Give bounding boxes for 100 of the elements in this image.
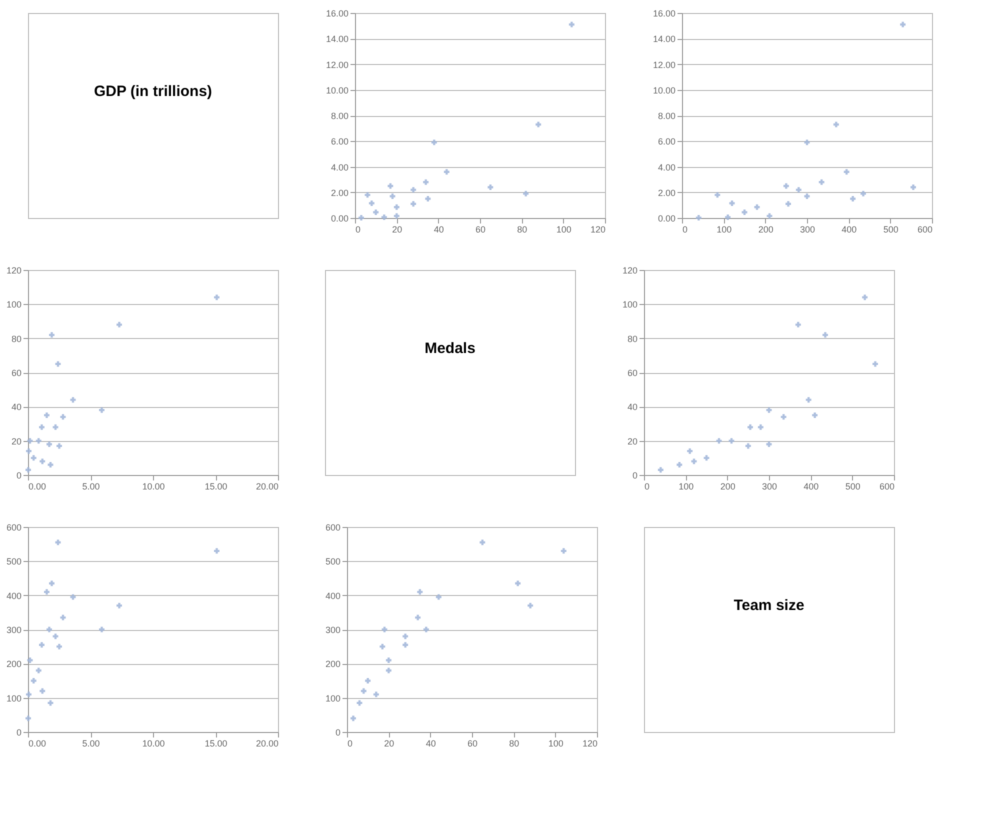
y-tick-label: 16.00 — [652, 8, 676, 18]
point — [388, 183, 394, 189]
y-tick-label: 16.00 — [326, 8, 348, 18]
point — [676, 462, 682, 468]
y-tick-label: 6.00 — [330, 136, 348, 147]
x-tick-label: 200 — [758, 224, 774, 234]
text: Medals — [424, 340, 476, 357]
x-tick-label: 120 — [590, 224, 606, 234]
y-tick-label: 100 — [6, 693, 22, 704]
x-tick-label: 100 — [716, 224, 732, 234]
y-tick-label: 40 — [11, 402, 22, 412]
point — [844, 169, 850, 175]
point — [436, 594, 442, 600]
point — [480, 540, 486, 546]
y-tick-label: 300 — [325, 625, 340, 635]
x-tick-label: 600 — [917, 224, 932, 234]
point — [780, 414, 786, 420]
x-tick-label: 400 — [842, 224, 857, 234]
x-tick-label: 15.00 — [204, 482, 228, 492]
x-tick-label: 80 — [509, 738, 520, 748]
x-tick-label: 15.00 — [204, 738, 228, 748]
x-tick-label: 300 — [762, 482, 778, 492]
y-tick-label: 120 — [622, 266, 638, 276]
x-tick-label: 120 — [582, 738, 598, 748]
y-tick-label: 12.00 — [652, 60, 676, 70]
x-tick-label: 60 — [467, 738, 478, 748]
y-tick-label: 6.00 — [658, 136, 676, 147]
y-tick-label: 14.00 — [326, 34, 348, 44]
x-tick-label: 10.00 — [142, 482, 165, 492]
point — [806, 397, 812, 403]
y-tick-label: 100 — [622, 300, 638, 310]
y-tick-label: 100 — [6, 300, 22, 310]
x-tick-label: 5.00 — [82, 482, 100, 492]
point — [804, 193, 810, 199]
x-tick-label: 40 — [434, 224, 444, 234]
y-tick-label: 0 — [632, 470, 638, 480]
point — [373, 692, 379, 698]
y-tick-label: 0 — [335, 728, 340, 738]
y-tick-label: 0.00 — [658, 214, 676, 224]
point — [358, 215, 364, 220]
y-tick-label: 600 — [325, 522, 340, 532]
y-tick-label: 400 — [325, 590, 340, 601]
y-tick-label: 10.00 — [326, 85, 348, 96]
point — [696, 215, 702, 220]
point — [402, 642, 408, 648]
x-tick-label: 100 — [556, 224, 572, 234]
point — [423, 626, 429, 632]
x-tick-label: 0.00 — [28, 738, 46, 748]
point — [862, 294, 868, 300]
point — [691, 458, 697, 464]
point — [373, 209, 379, 215]
y-tick-label: 2.00 — [658, 188, 676, 198]
x-tick-label: 10.00 — [142, 738, 165, 748]
point — [796, 187, 802, 193]
point — [528, 602, 534, 608]
point — [365, 678, 371, 684]
x-tick-label: 40 — [426, 738, 436, 748]
x-tick-label: 0 — [356, 224, 361, 234]
x-tick-label: 500 — [845, 482, 860, 492]
y-tick-label: 40 — [627, 402, 638, 412]
point — [850, 196, 856, 202]
x-tick-label: 100 — [548, 738, 564, 748]
y-tick-label: 60 — [11, 368, 22, 378]
point — [560, 548, 566, 554]
point — [350, 716, 356, 722]
y-tick-label: 12.00 — [326, 60, 348, 70]
point — [380, 644, 386, 650]
point — [758, 424, 764, 430]
y-tick-label: 600 — [6, 522, 22, 532]
x-tick-label: 600 — [879, 482, 894, 492]
y-tick-label: 80 — [11, 334, 22, 344]
x-tick-label: 400 — [804, 482, 819, 492]
point — [795, 322, 801, 328]
point — [812, 412, 818, 418]
y-tick-label: 0 — [16, 470, 22, 480]
x-tick-label: 5.00 — [82, 738, 100, 748]
y-tick-label: 0 — [16, 728, 22, 738]
x-tick-label: 0.00 — [28, 482, 46, 492]
point — [423, 179, 429, 185]
x-tick-label: 20 — [392, 224, 402, 234]
point — [415, 614, 421, 620]
point — [410, 201, 416, 207]
point — [716, 438, 722, 444]
point — [766, 442, 772, 447]
point — [523, 190, 529, 196]
x-tick-label: 0 — [682, 224, 688, 234]
point — [444, 169, 450, 175]
y-tick-label: 4.00 — [330, 162, 348, 172]
y-tick-label: 100 — [325, 693, 340, 704]
point — [360, 688, 366, 694]
y-tick-label: 200 — [325, 659, 340, 670]
point — [488, 184, 494, 190]
y-tick-label: 300 — [6, 625, 22, 635]
point — [872, 361, 878, 367]
point — [687, 448, 693, 454]
point — [515, 580, 521, 586]
point — [725, 214, 731, 220]
point — [822, 332, 828, 338]
point — [658, 467, 664, 473]
point — [390, 193, 396, 199]
